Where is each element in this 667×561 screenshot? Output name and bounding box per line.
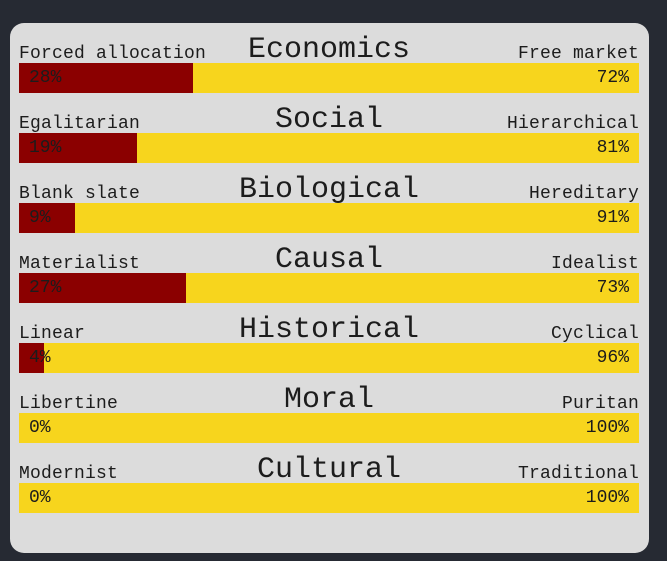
axis-title: Causal [274, 243, 384, 277]
axis-right-label: Idealist [550, 254, 639, 274]
right-percent: 100% [585, 418, 629, 438]
right-percent: 73% [596, 278, 629, 298]
axis-historical: Linear Historical Cyclical 4% 96% [19, 303, 639, 373]
axis-right-label: Cyclical [550, 324, 639, 344]
results-card: Forced allocation Economics Free market … [10, 23, 649, 553]
score-bar-fill [19, 133, 137, 163]
left-percent: 0% [29, 488, 51, 508]
axis-left-label: Egalitarian [19, 114, 141, 134]
axis-title: Economics [247, 33, 411, 67]
axis-right-label: Free market [517, 44, 639, 64]
axis-cultural: Modernist Cultural Traditional 0% 100% [19, 443, 639, 513]
score-bar-fill [19, 273, 187, 303]
axis-left-label: Blank slate [19, 184, 141, 204]
right-percent: 72% [596, 68, 629, 88]
axis-right-label: Hierarchical [506, 114, 639, 134]
score-bar-fill [19, 63, 193, 93]
axis-title: Biological [238, 173, 420, 207]
right-percent: 81% [596, 138, 629, 158]
axis-left-label: Modernist [19, 464, 119, 484]
axis-social: Egalitarian Social Hierarchical 19% 81% [19, 93, 639, 163]
axis-title: Historical [238, 313, 420, 347]
left-percent: 19% [29, 138, 62, 158]
axis-moral: Libertine Moral Puritan 0% 100% [19, 373, 639, 443]
score-bar: 19% 81% [19, 133, 639, 163]
axis-title: Cultural [256, 453, 402, 487]
axis-left-label: Linear [19, 324, 86, 344]
axis-left-label: Libertine [19, 394, 119, 414]
score-bar-fill [19, 343, 44, 373]
axis-causal: Materialist Causal Idealist 27% 73% [19, 233, 639, 303]
axis-right-label: Puritan [561, 394, 639, 414]
axis-biological: Blank slate Biological Hereditary 9% 91% [19, 163, 639, 233]
axis-right-label: Traditional [517, 464, 639, 484]
left-percent: 28% [29, 68, 62, 88]
axis-left-label: Materialist [19, 254, 141, 274]
axis-title: Social [274, 103, 384, 137]
axis-economics: Forced allocation Economics Free market … [19, 23, 639, 93]
right-percent: 96% [596, 348, 629, 368]
left-percent: 4% [29, 348, 51, 368]
score-bar: 0% 100% [19, 413, 639, 443]
score-bar: 0% 100% [19, 483, 639, 513]
axis-right-label: Hereditary [528, 184, 639, 204]
score-bar: 28% 72% [19, 63, 639, 93]
right-percent: 100% [585, 488, 629, 508]
score-bar: 9% 91% [19, 203, 639, 233]
score-bar: 4% 96% [19, 343, 639, 373]
axis-title: Moral [283, 383, 374, 417]
left-percent: 9% [29, 208, 51, 228]
right-percent: 91% [596, 208, 629, 228]
axis-left-label: Forced allocation [19, 44, 207, 64]
left-percent: 27% [29, 278, 62, 298]
score-bar-fill [19, 203, 75, 233]
left-percent: 0% [29, 418, 51, 438]
score-bar: 27% 73% [19, 273, 639, 303]
